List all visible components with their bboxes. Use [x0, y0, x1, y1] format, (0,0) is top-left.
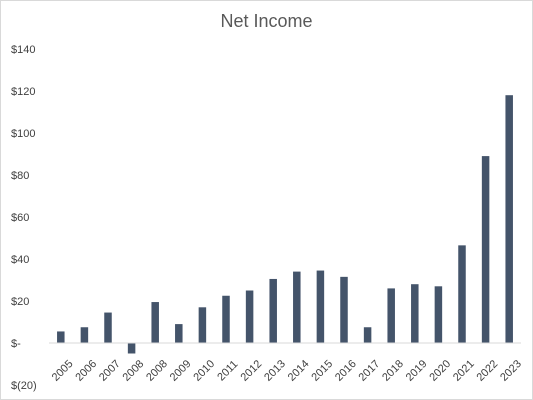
- bar: [458, 245, 466, 343]
- bar: [363, 327, 372, 343]
- bar: [481, 156, 490, 343]
- bar: [151, 302, 159, 343]
- chart-title: Net Income: [220, 11, 313, 31]
- x-tick-label: 2008: [144, 358, 170, 384]
- bar: [127, 343, 136, 354]
- bar: [222, 295, 230, 343]
- bar: [57, 331, 65, 343]
- bar: [340, 276, 348, 343]
- x-tick-label: 2014: [286, 358, 312, 384]
- bar: [505, 95, 513, 343]
- x-tick-label: 2012: [239, 358, 265, 384]
- bar: [411, 284, 419, 343]
- bar: [198, 307, 207, 343]
- x-tick-label: 2020: [427, 358, 453, 384]
- y-tick-label: $60: [11, 212, 29, 224]
- bar: [387, 288, 395, 343]
- x-tick-label: 2016: [333, 358, 359, 384]
- x-tick-label: 2011: [215, 358, 240, 383]
- bar: [104, 312, 112, 343]
- x-tick-label: 2006: [73, 358, 99, 384]
- x-tick-label: 2015: [309, 358, 335, 384]
- bar: [175, 324, 183, 343]
- x-tick-label: 2018: [380, 358, 406, 384]
- x-tick-label: 2007: [97, 358, 123, 384]
- x-tick-label: 2009: [168, 358, 194, 384]
- x-tick-label: 2022: [475, 358, 501, 384]
- y-tick-label: $100: [11, 128, 35, 140]
- y-tick-label: $140: [11, 44, 35, 56]
- y-tick-label: $40: [11, 254, 29, 266]
- y-tick-label: $120: [11, 86, 35, 98]
- x-tick-label: 2010: [191, 358, 217, 384]
- x-tick-label: 2005: [50, 358, 76, 384]
- bar: [80, 327, 89, 343]
- x-tick-label: 2013: [262, 358, 288, 384]
- bar: [245, 290, 254, 343]
- bar: [269, 278, 277, 343]
- bar: [293, 271, 301, 343]
- y-tick-label: $80: [11, 170, 29, 182]
- x-tick-label: 2023: [498, 358, 524, 384]
- bar: [316, 270, 325, 343]
- x-tick-label: 2019: [404, 358, 430, 384]
- x-tick-label: 2021: [451, 358, 477, 384]
- y-tick-label: $-: [11, 338, 21, 350]
- x-tick-label: 2008: [121, 358, 147, 384]
- y-tick-label: $(20): [11, 380, 37, 392]
- bar: [434, 286, 443, 343]
- y-tick-label: $20: [11, 296, 29, 308]
- x-tick-label: 2017: [357, 358, 383, 384]
